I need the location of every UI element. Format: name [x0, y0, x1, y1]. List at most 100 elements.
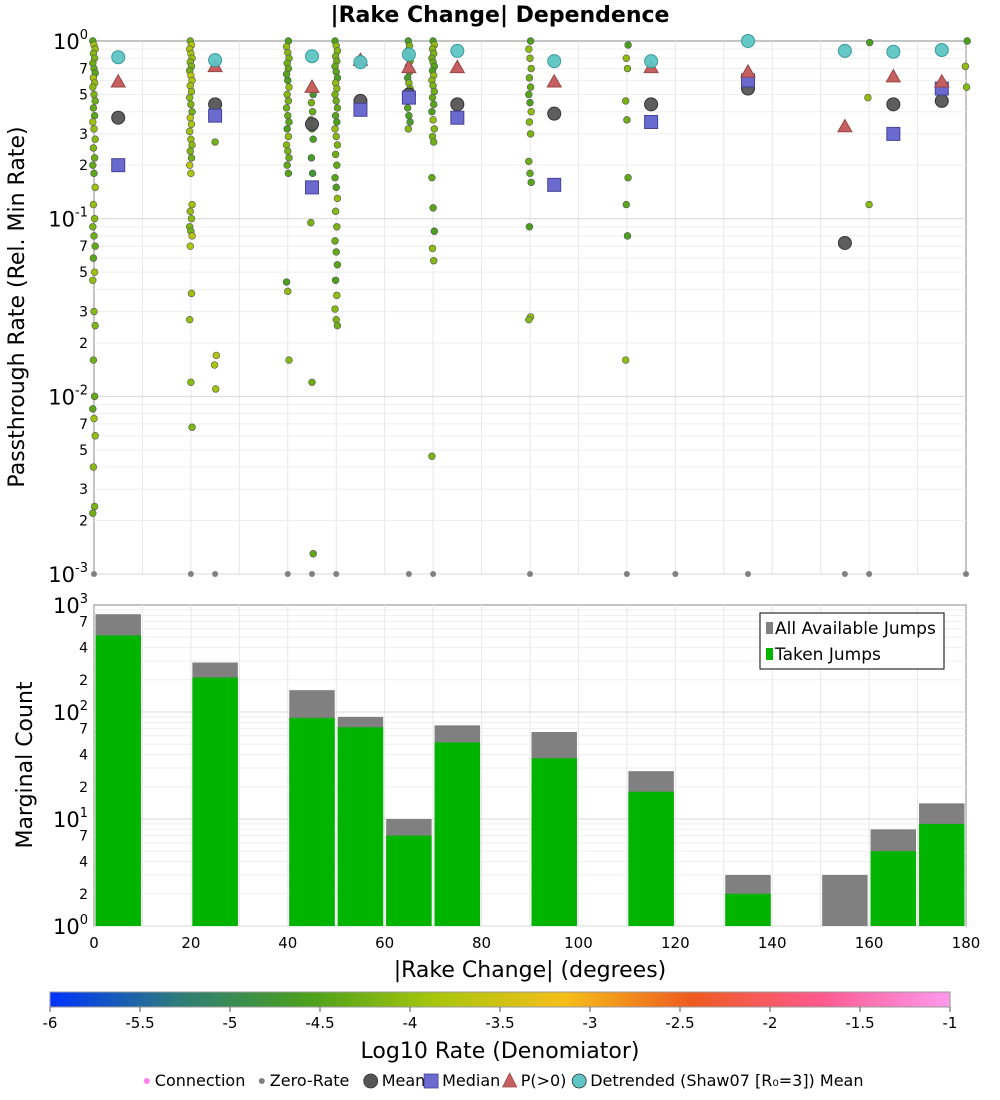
connection-point [283, 161, 291, 169]
bar-taken [289, 717, 335, 926]
connection-point [91, 183, 99, 192]
connection-point [90, 414, 98, 423]
detrended-mean-marker [644, 54, 659, 69]
bar-x-tick: 0 [89, 934, 99, 952]
bar-y-tick-minor: 4 [79, 748, 88, 764]
mean-marker [644, 97, 659, 112]
connection-point [331, 237, 339, 245]
colorbar-tick-label: -1 [943, 1014, 958, 1032]
connection-point [90, 268, 99, 276]
connection-point [282, 70, 291, 78]
mean-marker [886, 97, 901, 112]
legend-label-0: Connection [155, 1071, 246, 1090]
bar-panel: 103 102 101 100 7 4 2 7 4 2 7 4 2 0 20 40 60 80 100 120 140… [13, 592, 980, 983]
scatter-y-tick-minor: 2 [79, 158, 88, 174]
bar-all-available [822, 874, 868, 926]
p-gt-0-marker [933, 73, 950, 88]
connection-point [89, 463, 98, 471]
connection-point [89, 223, 97, 231]
connection-point [211, 138, 219, 146]
mean-marker [111, 110, 126, 125]
connection-point [188, 232, 196, 240]
connection-point [526, 83, 535, 91]
p-gt-0-marker [837, 118, 853, 133]
connection-point [333, 161, 341, 169]
connection-point [89, 200, 98, 209]
connection-point [331, 150, 340, 159]
connection-point [282, 141, 291, 149]
zero-rate-point [623, 571, 630, 577]
bar-y-tick-minor: 4 [79, 855, 88, 871]
connection-point [90, 232, 98, 240]
connection-point [333, 321, 342, 330]
colorbar: -6 -5.5 -5 -4.5 -4 -3.5 -3 -2.5 -2 -1.5 -1 Log10 R… [43, 991, 958, 1064]
colorbar-tick-label: -4 [403, 1014, 418, 1032]
connection-point [333, 261, 342, 269]
bar-taken [919, 823, 965, 926]
connection-point [622, 200, 630, 209]
bar-legend: All Available Jumps Taken Jumps [759, 612, 945, 670]
bar-taken [386, 835, 432, 926]
connection-point [331, 111, 340, 120]
scatter-y-tick-minor: 7 [79, 239, 88, 255]
scatter-y-tick-minor: 5 [79, 87, 88, 103]
connection-point [185, 161, 194, 169]
connection-point [962, 83, 971, 91]
connection-point [308, 378, 316, 386]
bar-y-label: Marginal Count [13, 681, 38, 848]
connection-point [186, 147, 194, 155]
detrended-mean-marker [401, 47, 416, 62]
colorbar-tick-label: -5 [223, 1014, 238, 1032]
connection-point [91, 97, 99, 105]
connection-point [332, 248, 340, 256]
connection-point [89, 276, 97, 284]
detrended-mean-marker [208, 53, 223, 68]
connection-point [866, 38, 874, 47]
connection-point [187, 169, 195, 178]
detrended-mean-marker [305, 49, 319, 64]
bar-x-tick: 180 [952, 934, 981, 952]
legend-label-3: Median [442, 1071, 500, 1090]
bar-x-label: |Rake Change| (degrees) [394, 958, 667, 983]
zero-rate-point [866, 571, 873, 577]
median-marker [353, 102, 368, 117]
connection-point [525, 90, 533, 99]
connection-point [333, 118, 341, 126]
connection-point [428, 93, 437, 102]
detrended-mean-marker [741, 34, 755, 48]
bar-x-tick: 160 [855, 934, 884, 952]
connection-point [90, 111, 99, 120]
connection-point [621, 356, 630, 364]
detrended-mean-marker [886, 44, 901, 59]
connection-point [429, 116, 437, 124]
legend-marker-3 [423, 1073, 439, 1089]
legend-label-1: Zero-Rate [270, 1071, 350, 1090]
p-gt-0-marker [740, 63, 756, 78]
connection-point [405, 111, 413, 120]
connection-point [430, 138, 438, 146]
connection-point [333, 223, 341, 231]
connection-point [285, 83, 293, 91]
connection-point [527, 64, 535, 73]
bar-x-tick: 100 [564, 934, 593, 952]
zero-rate-point [405, 571, 412, 577]
bar-x-tick: 140 [758, 934, 787, 952]
legend-swatch-all-available [766, 622, 773, 634]
scatter-y-label: Passthrough Rate (Rel. Min Rate) [5, 126, 30, 487]
colorbar-gradient [49, 991, 951, 1008]
bar-legend-box [759, 612, 945, 670]
bar-y-ticks: 103 102 101 100 7 4 2 7 4 2 7 4 2 [53, 592, 88, 939]
connection-point [185, 315, 194, 324]
scatter-summary-markers [110, 34, 950, 250]
connection-point [624, 174, 632, 182]
connection-point [187, 154, 196, 162]
legend-label-4: P(>0) [521, 1071, 567, 1090]
zero-rate-point [91, 571, 97, 577]
connection-point [333, 104, 342, 112]
connection-point [331, 305, 339, 313]
mean-marker [547, 106, 562, 121]
connection-point [332, 97, 340, 105]
detrended-mean-marker [934, 42, 949, 57]
scatter-y-tick-minor: 3 [79, 127, 88, 143]
connection-point [428, 108, 436, 116]
